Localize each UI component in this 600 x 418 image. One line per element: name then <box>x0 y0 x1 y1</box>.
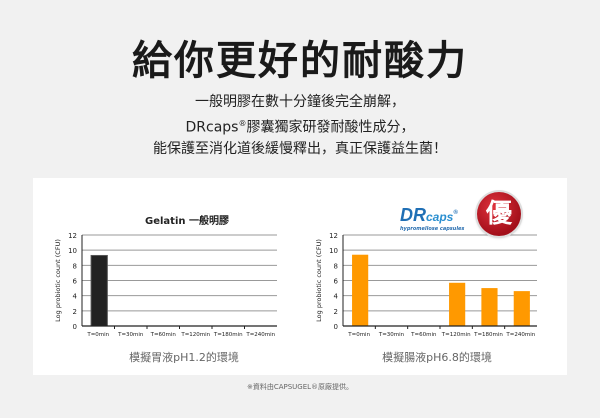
y-tick-label: 12 <box>329 232 338 240</box>
logo-caps: caps <box>426 210 454 224</box>
x-tick-label: T=180min <box>213 332 243 338</box>
logo-reg: ® <box>453 210 458 216</box>
description-line-1: 一般明膠在數十分鐘後完全崩解， <box>195 94 405 110</box>
gelatin-caption: 模擬胃液pH1.2的環境 <box>129 351 239 364</box>
superior-badge: 優 <box>477 192 521 236</box>
drcaps-logo: DRcaps® hypromellose capsules <box>400 204 470 232</box>
bar <box>352 254 369 326</box>
y-tick-label: 10 <box>68 247 77 255</box>
gelatin-chart: Gelatin 一般明膠 0 2 4 6 8 10 12 Log probiotic count… <box>54 214 277 338</box>
y-tick-label: 0 <box>334 323 338 331</box>
page-title: 給你更好的耐酸力 <box>132 38 468 84</box>
registered-mark: ® <box>238 119 247 128</box>
x-tick-label: T=120min <box>441 332 471 338</box>
x-tick-label: T=60min <box>150 332 177 338</box>
y-tick-label: 8 <box>73 262 77 270</box>
footer-note: ※資料由CAPSUGEL®原廠提供。 <box>246 383 354 391</box>
brand-name: DRcaps <box>185 119 239 136</box>
description-line-2-text: 膠囊獨家研發耐酸性成分， <box>246 119 415 136</box>
bar <box>449 282 466 326</box>
y-tick-label: 10 <box>329 247 338 255</box>
drcaps-chart: 0 2 4 6 8 10 12 Log probiotic count (CFU) T=0min… <box>315 232 537 338</box>
chart-title: Gelatin 一般明膠 <box>145 214 229 227</box>
y-axis-label: Log probiotic count (CFU) <box>54 239 62 322</box>
x-tick-label: T=0min <box>347 332 370 338</box>
description-line-2: DRcaps®膠囊獨家研發耐酸性成分， <box>0 113 600 139</box>
x-tick-label: T=30min <box>117 332 144 338</box>
bar <box>481 288 498 326</box>
y-tick-label: 2 <box>334 308 338 316</box>
x-tick-label: T=120min <box>180 332 210 338</box>
logo-subtitle: hypromellose capsules <box>400 226 465 232</box>
x-tick-label: T=240min <box>245 332 275 338</box>
drcaps-caption: 模擬腸液pH6.8的環境 <box>382 351 492 364</box>
y-tick-label: 4 <box>73 293 78 301</box>
x-tick-label: T=0min <box>86 332 109 338</box>
y-tick-label: 6 <box>334 278 339 286</box>
x-tick-label: T=30min <box>378 332 405 338</box>
bar <box>513 291 530 326</box>
x-tick-label: T=60min <box>410 332 437 338</box>
y-tick-label: 4 <box>334 293 339 301</box>
description-line-3: 能保護至消化道後緩慢釋出，真正保護益生菌！ <box>153 140 447 157</box>
y-tick-label: 8 <box>334 262 338 270</box>
y-tick-label: 2 <box>73 308 77 316</box>
logo-dr: DR <box>400 205 426 225</box>
y-tick-label: 12 <box>68 232 77 240</box>
y-axis-label: Log probiotic count (CFU) <box>315 239 323 322</box>
x-tick-label: T=240min <box>505 332 535 338</box>
y-tick-label: 6 <box>73 278 78 286</box>
bar <box>90 254 108 327</box>
description: 一般明膠在數十分鐘後完全崩解， DRcaps®膠囊獨家研發耐酸性成分， 能保護至… <box>0 92 600 160</box>
x-tick-label: T=180min <box>473 332 503 338</box>
y-tick-label: 0 <box>73 323 77 331</box>
